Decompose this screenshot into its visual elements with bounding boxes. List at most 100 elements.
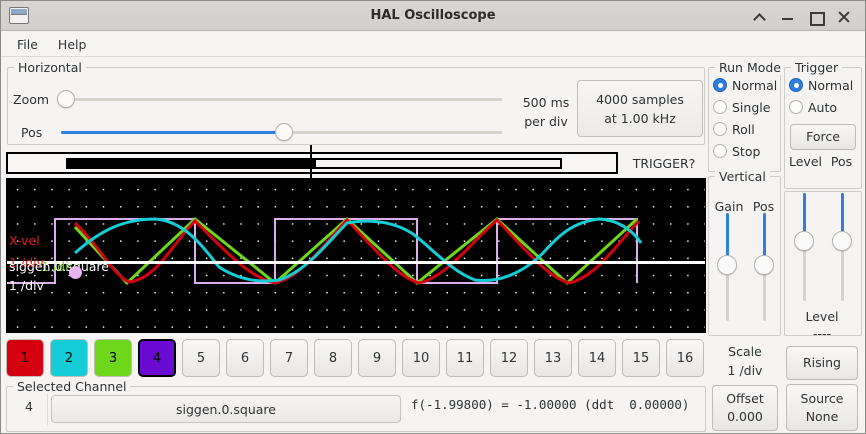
- scope-display[interactable]: [6, 178, 706, 333]
- vertical-gain-fill: [725, 213, 729, 265]
- force-trigger-button[interactable]: Force: [790, 124, 856, 150]
- channel-button-7[interactable]: 7: [270, 339, 308, 377]
- close-icon[interactable]: [837, 8, 851, 24]
- channel-button-5[interactable]: 5: [182, 339, 220, 377]
- trigger-level-value: ----: [812, 326, 832, 341]
- maximize-icon[interactable]: [809, 8, 825, 26]
- trigger-level-slider[interactable]: [791, 193, 817, 301]
- scope-grid: [7, 179, 705, 332]
- samples-count: 4000 samples: [596, 91, 684, 107]
- vertical-scale-readout: Scale 1 /div: [712, 339, 778, 383]
- horizontal-scrollbar[interactable]: [6, 152, 618, 174]
- trigger-pos-knob[interactable]: [832, 231, 852, 251]
- trigger-level-fill: [802, 193, 806, 241]
- trigger-level-caption: Level: [789, 154, 822, 169]
- trigger-edge-button[interactable]: Rising: [786, 346, 858, 380]
- scope-label-xvel: X-vel: [9, 233, 40, 248]
- pos-slider[interactable]: [61, 123, 502, 141]
- run-mode-roll-label: Roll: [732, 121, 755, 137]
- vertical-group: Vertical Gain Pos: [708, 169, 781, 336]
- run-mode-group: Run Mode Normal Single Roll Stop: [708, 60, 785, 172]
- channel-button-6[interactable]: 6: [226, 339, 264, 377]
- channel-button-8[interactable]: 8: [314, 339, 352, 377]
- vertical-scale-title: Scale: [728, 344, 762, 359]
- channel-button-3[interactable]: 3: [94, 339, 132, 377]
- vertical-offset-title: Offset: [726, 391, 764, 406]
- radio-on-icon: [713, 78, 727, 92]
- vertical-gain-slider[interactable]: [714, 213, 740, 321]
- channel-button-4[interactable]: 4: [138, 339, 176, 377]
- samples-rate: at 1.00 kHz: [604, 110, 676, 126]
- scope-cursor-handle[interactable]: [69, 266, 82, 279]
- trigger-pos-slider[interactable]: [829, 193, 855, 301]
- trace-cosine: [74, 217, 643, 283]
- trigger-source-button[interactable]: Source None: [786, 384, 858, 431]
- shade-icon[interactable]: [753, 8, 767, 24]
- selected-channel-legend: Selected Channel: [13, 379, 131, 394]
- vertical-pos-slider[interactable]: [751, 213, 777, 321]
- vertical-offset-value: 0.000: [727, 409, 763, 424]
- vertical-pos-caption: Pos: [752, 199, 775, 214]
- radio-off-icon: [713, 122, 727, 136]
- channel-button-2[interactable]: 2: [50, 339, 88, 377]
- trigger-level-knob[interactable]: [794, 231, 814, 251]
- title-bar: HAL Oscilloscope: [1, 1, 865, 31]
- scope-traces: [7, 216, 643, 286]
- selected-channel-pin[interactable]: siggen.0.square: [51, 395, 401, 423]
- time-per-div-unit: per div: [524, 114, 568, 129]
- selected-channel-expression: f(-1.99800) = -1.00000 (ddt 0.00000): [411, 397, 690, 412]
- scroll-center-tick: [310, 145, 312, 179]
- channel-button-10[interactable]: 10: [402, 339, 440, 377]
- trigger-level-readout: Level ----: [786, 308, 858, 342]
- run-mode-roll[interactable]: Roll: [709, 118, 780, 140]
- channel-button-12[interactable]: 12: [490, 339, 528, 377]
- trigger-normal[interactable]: Normal: [785, 74, 861, 96]
- vertical-gain-knob[interactable]: [717, 255, 737, 275]
- scroll-filled-region[interactable]: [66, 158, 314, 169]
- radio-off-icon: [713, 144, 727, 158]
- run-mode-single[interactable]: Single: [709, 96, 780, 118]
- trigger-level-title: Level: [805, 309, 839, 324]
- vertical-pos-knob[interactable]: [754, 255, 774, 275]
- scope-label-signal-green: 1 /div: [41, 259, 76, 274]
- channel-button-row: 1 2 3 4 5 6 7 8 9 10 11 12 13 14 15 16: [6, 339, 706, 381]
- zoom-slider-knob[interactable]: [57, 90, 75, 108]
- zoom-slider[interactable]: [57, 90, 502, 108]
- channel-button-15[interactable]: 15: [622, 339, 660, 377]
- trigger-pos-fill: [840, 193, 844, 241]
- vertical-offset-button[interactable]: Offset 0.000: [712, 385, 778, 431]
- pos-slider-fill: [61, 131, 285, 134]
- channel-button-11[interactable]: 11: [446, 339, 484, 377]
- zoom-slider-track: [57, 98, 502, 101]
- scroll-outline-region[interactable]: [314, 158, 562, 169]
- window-title: HAL Oscilloscope: [370, 8, 496, 23]
- window-menu-icon[interactable]: [9, 7, 29, 24]
- selected-channel-number: 4: [25, 399, 33, 414]
- trigger-normal-label: Normal: [808, 77, 854, 93]
- menu-file[interactable]: File: [17, 36, 38, 52]
- menu-help[interactable]: Help: [57, 36, 87, 52]
- scope-label-signal-white: siggen.0.square: [9, 259, 109, 274]
- channel-button-1[interactable]: 1: [6, 339, 44, 377]
- run-mode-normal[interactable]: Normal: [709, 74, 780, 96]
- channel-button-9[interactable]: 9: [358, 339, 396, 377]
- minimize-icon[interactable]: [781, 8, 795, 24]
- channel-button-13[interactable]: 13: [534, 339, 572, 377]
- run-mode-stop-label: Stop: [732, 143, 761, 159]
- channel-button-16[interactable]: 16: [666, 339, 704, 377]
- vertical-gain-caption: Gain: [714, 199, 744, 214]
- trace-sine: [73, 217, 641, 285]
- time-per-div: 500 ms per div: [517, 93, 575, 131]
- run-mode-stop[interactable]: Stop: [709, 140, 780, 162]
- samples-info-button[interactable]: 4000 samples at 1.00 kHz: [577, 80, 703, 137]
- pos-slider-knob[interactable]: [275, 123, 293, 141]
- run-mode-normal-label: Normal: [732, 77, 778, 93]
- vertical-legend: Vertical: [715, 169, 770, 184]
- channel-button-14[interactable]: 14: [578, 339, 616, 377]
- trigger-pos-caption: Pos: [830, 154, 853, 169]
- scope-label-div-white: 1 /div: [9, 278, 44, 293]
- scope-baseline: [7, 261, 705, 264]
- trigger-auto[interactable]: Auto: [785, 96, 861, 118]
- trigger-level-group: [784, 191, 862, 336]
